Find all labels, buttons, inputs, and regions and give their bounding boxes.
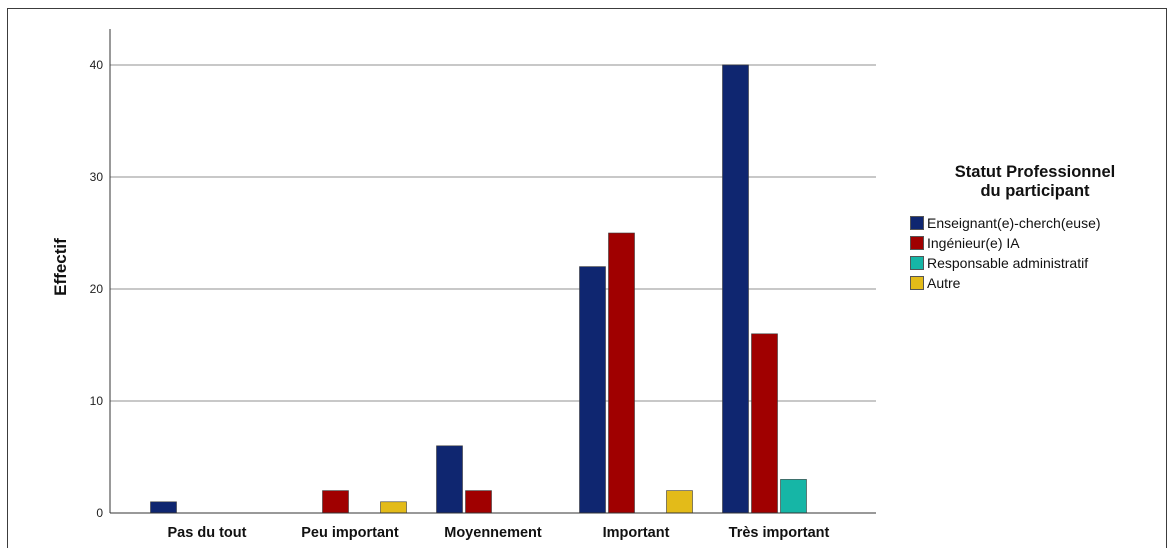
legend-swatch [910,216,924,230]
y-tick-label: 10 [90,394,104,408]
bar [322,490,349,514]
y-tick-label: 0 [96,506,103,520]
legend-item: Responsable administratif [910,253,1160,273]
bar [465,490,492,514]
legend-title-line-1: Statut Professionnel [954,163,1116,181]
x-category-label: Peu important [301,525,399,541]
y-tick-label: 30 [90,170,104,184]
bar [666,490,693,514]
legend-item: Ingénieur(e) IA [910,233,1160,253]
x-category-label: Important [603,525,670,541]
legend-item: Autre [910,273,1160,293]
legend-swatch [910,236,924,250]
bars [150,64,807,514]
y-axis-label: Effectif [51,238,70,296]
bar [751,333,778,514]
legend-title-line-2: du participant [980,182,1090,200]
bar [722,64,749,514]
x-category-label: Très important [729,525,830,541]
bar [436,445,463,514]
x-axis-categories: Pas du tout Peu important Moyennement Impor… [168,525,830,541]
bar [780,479,807,514]
bar [608,232,635,514]
x-category-label: Moyennement [444,525,542,541]
bar [150,501,177,514]
legend: Statut Professionnel du participant Ense… [910,163,1160,293]
bar [380,501,407,514]
axes [109,29,876,514]
legend-label: Responsable administratif [927,255,1089,271]
legend-swatch [910,276,924,290]
legend-items: Enseignant(e)-cherch(euse) Ingénieur(e) I… [910,213,1160,293]
y-axis-ticks: 0 10 20 30 40 [90,58,104,520]
x-category-label: Pas du tout [168,525,247,541]
y-tick-label: 20 [90,282,104,296]
bar-chart: 0 10 20 30 40 Pas du tout Peu important Moyenn… [51,29,876,541]
legend-label: Ingénieur(e) IA [927,235,1020,251]
chart-frame: 0 10 20 30 40 Pas du tout Peu important Moyenn… [7,8,1167,548]
bar [579,266,606,514]
legend-title: Statut Professionnel du participant [910,163,1160,201]
y-tick-label: 40 [90,58,104,72]
legend-label: Autre [927,275,961,291]
legend-swatch [910,256,924,270]
legend-label: Enseignant(e)-cherch(euse) [927,215,1101,231]
legend-item: Enseignant(e)-cherch(euse) [910,213,1160,233]
